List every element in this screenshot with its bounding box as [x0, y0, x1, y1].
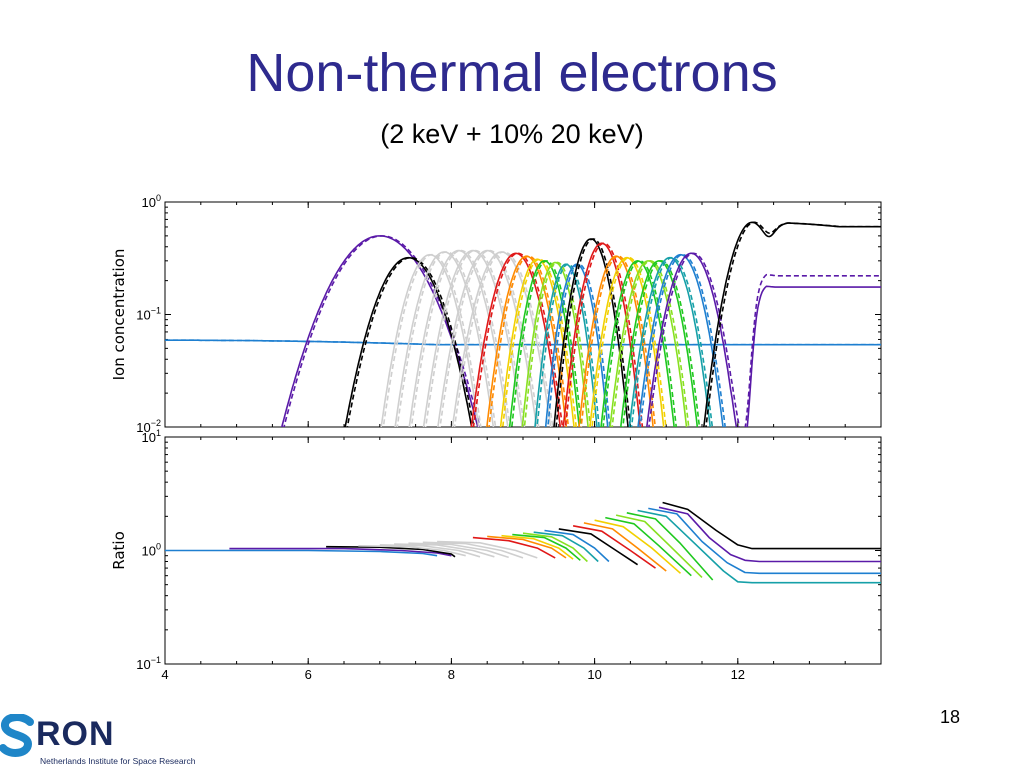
ratio-curve	[637, 509, 881, 584]
ion-curve-dashed	[705, 221, 881, 427]
ion-curve-dashed	[547, 263, 611, 427]
plot-frame	[164, 201, 882, 428]
ion-curve-dashed	[165, 339, 881, 346]
ion-curve-dashed	[639, 254, 726, 427]
x-tick-label: 12	[731, 667, 745, 682]
ion-curve-solid	[451, 251, 552, 427]
ion-curve-dashed	[523, 261, 592, 427]
y-tick-label: 10−2	[136, 418, 161, 435]
ratio-curve	[558, 528, 639, 566]
ion-curve-solid	[470, 252, 562, 427]
x-tick-label: 6	[305, 667, 312, 682]
y-tick-label: 100	[142, 542, 161, 559]
slide-subtitle: (2 keV + 10% 20 keV)	[380, 119, 644, 149]
ion-curve-dashed	[439, 249, 540, 427]
ion-curve-solid	[437, 249, 538, 427]
logo-tagline: Netherlands Institute for Space Research	[40, 756, 196, 766]
logo-wordmark: RON	[36, 715, 115, 753]
slide-title: Non-thermal electrons	[246, 43, 778, 103]
y-tick-label: 100	[142, 193, 161, 210]
ion-curve-solid	[619, 259, 699, 427]
bottom-panel: 4 6 8 10 12 101 100 10−1 Ratio	[110, 428, 882, 682]
ratio-curve	[501, 534, 574, 560]
slide-number: 18	[939, 707, 961, 727]
ion-curve-dashed	[591, 256, 667, 427]
ratio-curve	[648, 507, 881, 575]
y-tick-label: 10−1	[136, 655, 161, 672]
y-axis-label: Ratio	[110, 531, 128, 570]
ion-curve-solid	[646, 252, 881, 427]
top-series-group	[165, 221, 881, 427]
ion-curve-dashed	[346, 256, 475, 427]
ion-curve-dashed	[611, 259, 690, 427]
ratio-curve	[544, 529, 610, 563]
sron-s-mark-icon	[0, 714, 34, 757]
ratio-curve	[626, 512, 714, 581]
x-tick-label: 8	[448, 667, 455, 682]
ratio-curve	[326, 545, 456, 558]
ion-curve-dashed	[453, 251, 554, 427]
ratio-curve	[512, 533, 581, 561]
ion-curve-dashed	[536, 263, 600, 427]
ratio-curve	[408, 542, 509, 559]
ratio-curve	[594, 519, 682, 574]
ion-curve-solid	[609, 260, 688, 427]
bottom-series-group	[165, 501, 881, 584]
ion-curve-dashed	[580, 255, 657, 427]
ion-curve-solid	[589, 256, 665, 427]
ratio-curve	[394, 543, 495, 558]
ratio-curve	[572, 525, 656, 569]
ratio-curve	[583, 522, 667, 572]
ion-curve-dashed	[424, 249, 526, 427]
ratio-curve	[165, 549, 438, 557]
ion-curve-solid	[521, 261, 589, 427]
ion-curve-solid	[280, 235, 479, 427]
ratio-curve	[615, 514, 703, 578]
ion-curve-dashed	[501, 258, 578, 427]
ratio-curve	[379, 544, 481, 558]
ion-curve-dashed	[602, 260, 678, 427]
ion-curve-dashed	[410, 249, 511, 427]
ratio-curve	[229, 547, 452, 557]
ratio-curve	[472, 536, 556, 559]
ion-curve-dashed	[488, 255, 570, 427]
x-tick-label: 10	[587, 667, 601, 682]
top-panel: 100 10−1 10−2 Ion concentration	[110, 193, 882, 435]
ratio-curve	[533, 531, 599, 563]
ion-curve-dashed	[396, 251, 497, 427]
ratio-curve	[487, 535, 567, 559]
y-axis-label: Ion concentration	[110, 249, 128, 381]
ion-curve-dashed	[630, 256, 714, 427]
ion-curve-dashed	[622, 260, 701, 427]
sron-logo: RON Netherlands Institute for Space Rese…	[0, 712, 230, 768]
ratio-curve	[605, 516, 692, 577]
y-tick-label: 101	[142, 428, 161, 445]
ratio-curve	[522, 532, 588, 563]
y-tick-label: 10−1	[136, 306, 161, 323]
ratio-curve	[658, 506, 881, 563]
ratio-curve	[662, 501, 881, 550]
x-tick-label: 4	[161, 667, 168, 682]
ion-curve-dashed	[382, 253, 482, 427]
ratio-curve	[437, 540, 538, 559]
ion-curve-dashed	[472, 252, 564, 427]
ratio-curve	[422, 541, 524, 559]
ratio-curve	[358, 545, 466, 557]
